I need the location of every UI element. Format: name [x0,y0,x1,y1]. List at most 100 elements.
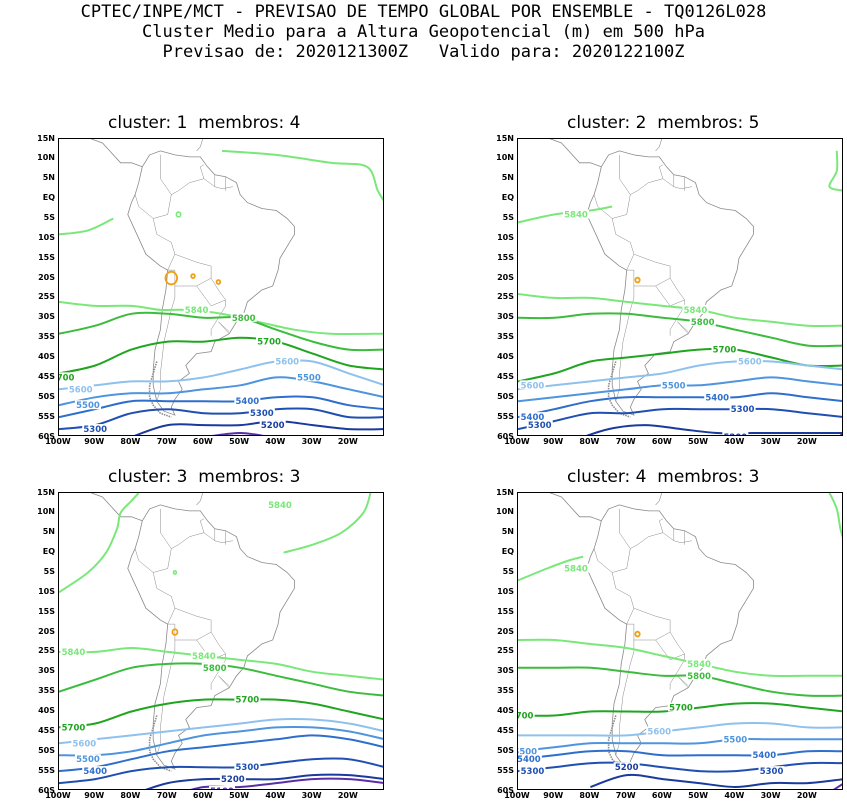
lat-tick-label: 60S [497,431,514,441]
contour-label: 5700 [257,338,281,348]
lat-tick-label: 55S [497,765,514,775]
contour-label-bg [526,420,553,430]
lat-tick-label: 55S [38,765,55,775]
contour-label: 5500 [76,755,100,765]
map-frame: 5840 5840 5840 5800 5700 5700 5600 5500 5400 5300… [58,492,384,790]
lat-tick-label: 15N [37,487,55,497]
contour-label: 5400 [521,413,545,423]
contour-label-bg [686,670,713,680]
contour-label: 5800 [687,672,711,682]
lat-tick-label: 15S [38,606,55,616]
lat-tick-label: 5S [502,213,514,222]
lat-tick-label: 25S [38,292,55,302]
contour-line [59,395,383,419]
contour-label: 5840 [185,306,209,316]
lat-tick-label: 10S [497,232,514,242]
contour-line [221,149,383,202]
contour-label: 5500 [76,401,100,411]
contour-label-bg [613,762,640,772]
contour-label-bg [704,392,731,402]
contour-label: 5300 [250,409,274,419]
lat-tick-label: 5S [502,567,514,576]
contour-label: 5200 [221,775,245,785]
closed-contour [172,570,178,575]
lat-tick-label: 35S [497,686,514,696]
lon-tick-label: 100W [504,791,530,800]
contour-label-bg [60,646,87,656]
contour-line [518,666,842,697]
contour-label: 5700 [669,704,693,714]
lat-tick-label: 10N [496,153,514,163]
lon-tick-label: 60W [192,437,213,446]
lat-tick-label: EQ [42,547,55,557]
contour-label-bg [729,404,756,414]
contour-label: 5700 [236,696,260,706]
contour-label: 5500 [723,735,747,745]
contour-label-bg [519,412,546,422]
panel-1-title: cluster: 1 membros: 4 [108,113,301,133]
contour-label: 5300 [236,763,260,773]
contour-line [518,359,842,391]
map-frame: 5840584058005700570056005500550054005400… [517,492,843,790]
lon-tick-label: 40W [724,791,745,800]
lon-tick-label: 50W [688,791,709,800]
contour-label: 5300 [83,425,107,435]
contour-label-bg [234,694,261,704]
contour-label: 5300 [528,421,552,431]
lon-tick-label: 30W [301,791,322,800]
contour-line [518,293,842,328]
lon-tick-label: 100W [45,437,71,446]
contour-line [59,717,383,745]
lon-tick-label: 60W [651,791,672,800]
contour-label-bg [722,734,749,744]
contour-label: 5700 [518,712,534,722]
panel-3-title: cluster: 3 membros: 3 [108,467,301,487]
lat-tick-label: 40S [497,352,514,361]
contour-label: 5700 [59,373,75,383]
lat-tick-label: 40S [497,706,514,715]
lon-tick-label: 80W [579,791,600,800]
contour-label-bg [518,746,539,756]
contour-label-bg [518,710,535,720]
contour-label: 5500 [297,373,321,383]
contour-label: 5800 [232,314,256,324]
lat-tick-label: 10S [38,586,55,596]
contour-label-bg [295,372,322,382]
lat-tick-label: EQ [501,193,514,203]
contour-line [518,738,842,753]
lat-tick-label: 35S [38,332,55,342]
lat-tick-label: 30S [38,666,55,676]
panel-2-title: cluster: 2 membros: 5 [567,113,760,133]
contour-map: 5840584058005700570056005500550054005400… [518,493,842,789]
header-line-2: Cluster Medio para a Altura Geopotencial… [142,22,705,42]
lat-tick-label: 30S [497,312,514,322]
panel-4-title: cluster: 4 membros: 3 [567,467,760,487]
lon-tick-label: 30W [760,791,781,800]
contour-label: 5800 [691,318,715,328]
lon-tick-label: 50W [229,791,250,800]
contour-label: 5600 [275,358,299,368]
closed-contour [164,270,178,286]
contour-line [518,555,584,582]
contour-line [59,336,383,375]
lat-tick-label: 50S [497,391,514,401]
lat-tick-label: 60S [38,785,55,795]
contour-label-bg [722,432,749,435]
contour-line [59,734,383,773]
contour-label-bg [82,766,109,776]
contour-line [59,725,383,757]
contour-label-bg [183,304,210,314]
lat-tick-label: 35S [38,686,55,696]
contour-label-bg [518,754,542,764]
contour-map: 5840 5840 5840 5800 5700 5700 5600 5500 5400 5300… [59,493,383,789]
contour-label-bg [686,658,713,668]
lat-tick-label: 15N [496,487,514,497]
lon-tick-label: 30W [301,437,322,446]
lon-tick-label: 50W [229,437,250,446]
lon-tick-label: 20W [796,437,817,446]
lat-tick-label: 20S [497,626,514,636]
contour-label: 5300 [521,767,545,777]
lat-tick-label: 30S [38,312,55,322]
contour-label-bg [646,726,673,736]
